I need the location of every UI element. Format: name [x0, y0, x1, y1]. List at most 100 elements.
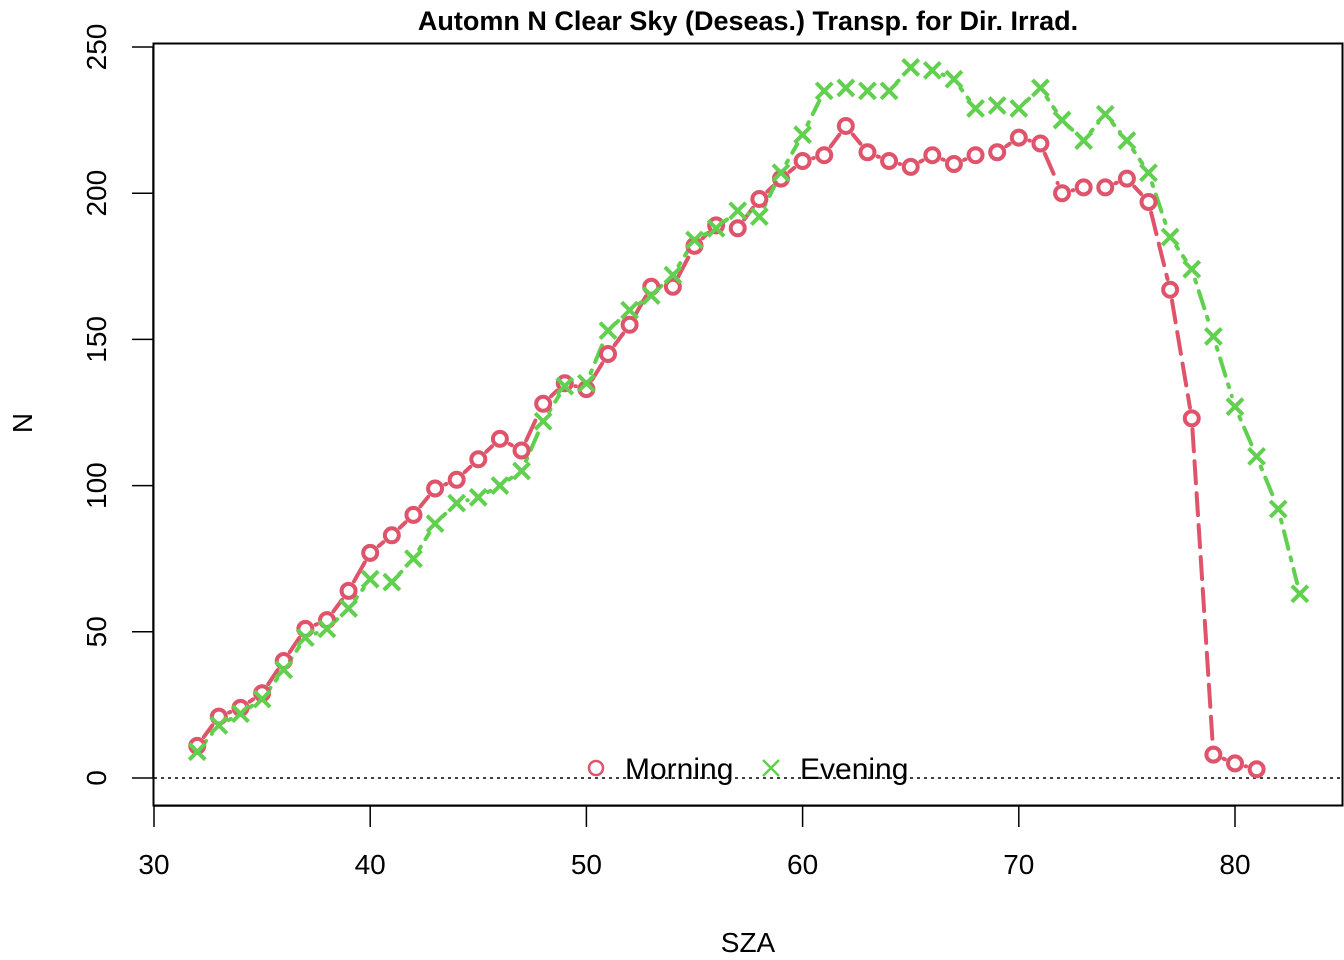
cross-stroke	[274, 660, 294, 680]
x-axis-label: SZA	[721, 927, 776, 958]
evening-line-segment	[1214, 344, 1234, 399]
evening-line-segment	[1150, 181, 1169, 229]
evening-point	[533, 411, 553, 431]
morning-line-segment	[376, 540, 386, 548]
morning-line-segment	[507, 442, 514, 448]
morning-point	[793, 152, 812, 171]
y-tick-label: 200	[81, 170, 112, 217]
cross-stroke	[1203, 327, 1223, 346]
evening-point	[1095, 104, 1115, 124]
cross-stroke	[317, 619, 337, 639]
evening-point	[382, 572, 402, 592]
morning-line-segment	[397, 520, 408, 530]
morning-line-segment	[443, 481, 449, 487]
cross-stroke	[512, 461, 531, 481]
evening-point	[1009, 98, 1029, 118]
morning-line-segment	[266, 668, 280, 687]
morning-point	[361, 543, 380, 562]
evening-point	[944, 69, 964, 89]
morning-point	[858, 143, 877, 162]
morning-point	[1117, 169, 1136, 188]
cross-stroke	[1139, 163, 1158, 183]
evening-point	[1182, 259, 1202, 279]
series-markers	[187, 58, 1310, 779]
legend-morning-label: Morning	[625, 753, 733, 786]
y-tick-label: 0	[81, 770, 112, 786]
evening-point	[1160, 227, 1180, 247]
cross-stroke	[944, 69, 964, 89]
cross-stroke	[1290, 584, 1310, 604]
legend-morning-marker	[587, 759, 605, 777]
evening-line-segment	[894, 73, 906, 85]
morning-point	[901, 157, 920, 176]
cross-stroke	[360, 569, 380, 589]
evening-point	[576, 373, 596, 393]
cross-stroke	[728, 201, 748, 221]
cross-stroke	[468, 487, 488, 507]
evening-line-segment	[784, 142, 800, 166]
morning-point	[469, 450, 488, 469]
cross-stroke	[901, 58, 921, 77]
evening-point	[1139, 163, 1158, 183]
legend-evening-marker	[762, 759, 780, 777]
evening-point	[425, 514, 445, 534]
cross-stroke	[209, 715, 229, 735]
cross-stroke	[922, 60, 942, 80]
evening-point	[1290, 584, 1310, 604]
morning-line-segment	[549, 388, 559, 399]
evening-point	[1268, 499, 1288, 519]
cross-stroke	[706, 218, 726, 238]
y-tick-label: 50	[81, 616, 112, 647]
morning-point	[1031, 134, 1050, 153]
cross-stroke	[1160, 227, 1180, 247]
morning-point	[490, 429, 509, 448]
cross-stroke	[749, 207, 769, 227]
cross-stroke	[295, 628, 315, 648]
morning-line-segment	[875, 154, 881, 159]
evening-line-segment	[313, 631, 319, 636]
evening-point	[187, 742, 207, 762]
cross-stroke	[555, 376, 575, 396]
cross-stroke	[836, 78, 856, 98]
morning-point	[1009, 128, 1028, 147]
x-tick-label: 40	[355, 849, 386, 880]
evening-point	[1074, 131, 1094, 150]
evening-point	[555, 376, 575, 396]
morning-line-segment	[227, 709, 233, 715]
evening-point	[1225, 397, 1245, 417]
evening-point	[922, 60, 942, 80]
evening-line-segment	[722, 215, 732, 224]
y-tick-label: 100	[81, 462, 112, 509]
x-tick-label: 30	[138, 849, 169, 880]
cross-stroke	[858, 81, 877, 101]
morning-line-segment	[1113, 180, 1119, 186]
cross-stroke	[793, 125, 813, 145]
cross-stroke	[490, 476, 510, 496]
evening-line-segment	[202, 731, 214, 746]
evening-line-segment	[485, 488, 493, 495]
cross-stroke	[814, 81, 834, 101]
morning-line-segment	[850, 132, 863, 146]
evening-line-segment	[1258, 464, 1277, 501]
morning-point	[1226, 754, 1244, 773]
evening-point	[771, 163, 791, 183]
cross-stroke	[404, 549, 423, 569]
cross-stroke	[1117, 131, 1137, 150]
morning-line-segment	[633, 294, 648, 318]
evening-point	[858, 81, 877, 101]
morning-line-segment	[676, 253, 692, 280]
cross-stroke	[966, 98, 985, 118]
evening-point	[836, 78, 856, 98]
morning-point	[382, 526, 401, 545]
morning-point	[1096, 178, 1115, 197]
morning-line-segment	[313, 622, 319, 627]
evening-point	[901, 58, 921, 77]
evening-point	[966, 98, 985, 118]
evening-point	[512, 461, 531, 481]
morning-line-segment	[918, 158, 925, 164]
evening-point	[209, 715, 229, 735]
morning-line-segment	[1169, 298, 1192, 410]
evening-point	[490, 476, 510, 496]
morning-line-segment	[1042, 151, 1060, 186]
evening-point	[274, 660, 294, 680]
